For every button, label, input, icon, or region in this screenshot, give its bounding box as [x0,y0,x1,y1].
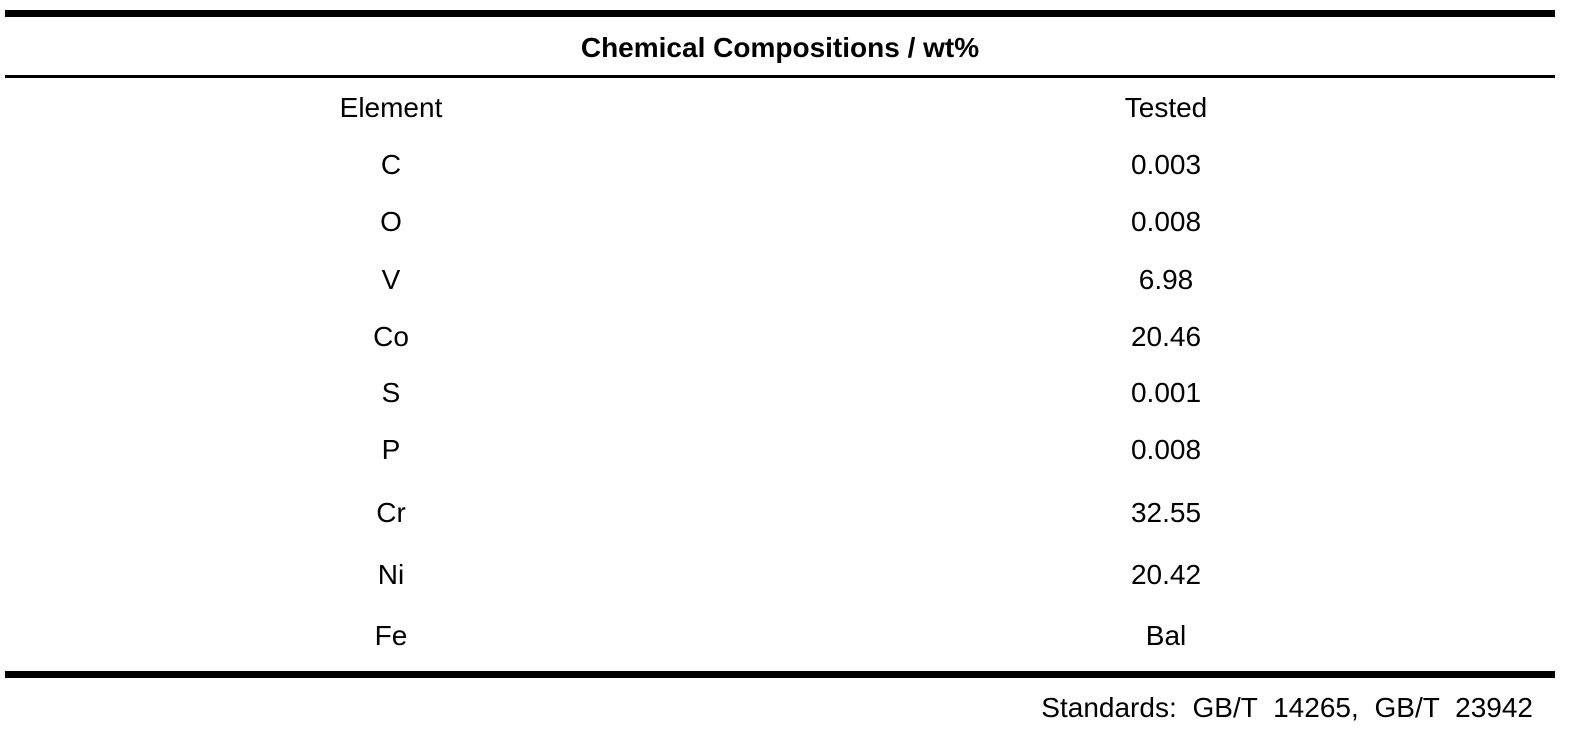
column-header: Element [339,92,443,123]
value-cell: Bal [1145,620,1187,651]
value-cell: 32.55 [1130,497,1202,528]
value-cell: 0.003 [1130,149,1202,180]
header-rule [5,75,1555,78]
value-cell: 20.46 [1130,321,1202,352]
value-cell: 20.42 [1130,559,1202,590]
value-cell: 0.001 [1130,377,1202,408]
element-cell: O [380,206,402,237]
element-cell: P [381,434,401,465]
element-cell: C [380,149,402,180]
element-cell: V [381,264,401,295]
element-cell: Cr [376,497,406,528]
element-cell: Co [373,321,409,352]
value-cell: 6.98 [1138,264,1194,295]
element-cell: Ni [377,559,405,590]
table-title: Chemical Compositions / wt% [580,32,980,63]
value-cell: 0.008 [1130,206,1202,237]
value-cell: 0.008 [1130,434,1202,465]
element-cell: Fe [374,620,408,651]
footnote: Standards: GB/T 14265, GB/T 23942 [1041,692,1533,723]
element-cell: S [381,377,401,408]
top-rule [5,10,1555,17]
column-header: Tested [1124,92,1208,123]
bottom-rule [5,671,1555,678]
